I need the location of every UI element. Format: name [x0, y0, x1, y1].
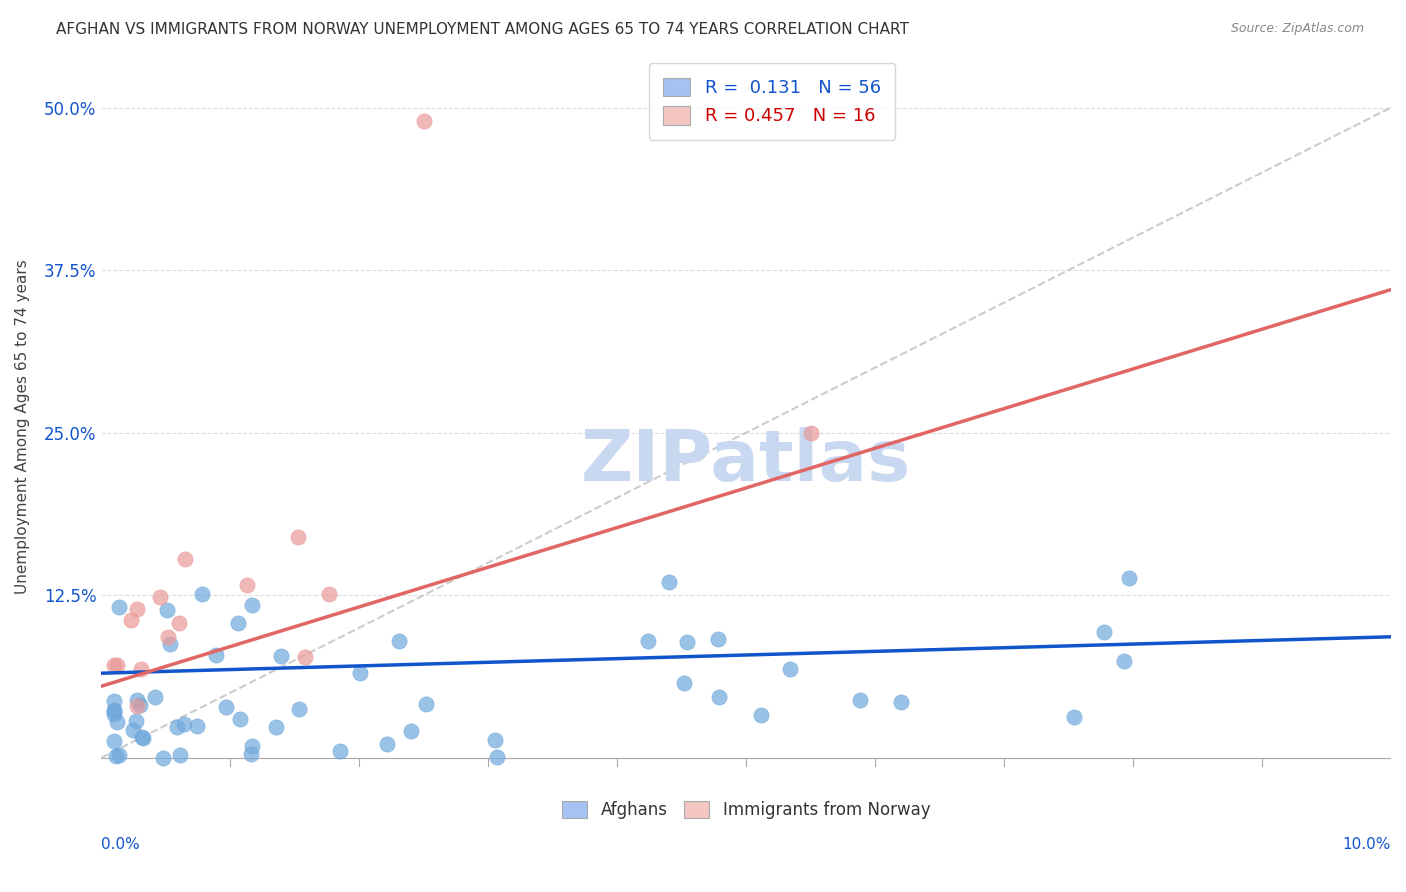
Point — [1092, 625, 1115, 640]
Point — [120, 613, 142, 627]
Point — [103, 706, 125, 721]
Point — [169, 616, 191, 631]
Point — [205, 648, 228, 662]
Point — [125, 693, 148, 707]
Point — [375, 737, 398, 751]
Point — [149, 590, 172, 604]
Point — [169, 748, 191, 763]
Point — [658, 575, 681, 590]
Point — [105, 749, 128, 764]
Point — [166, 720, 188, 734]
Point — [1118, 571, 1140, 585]
Point — [173, 716, 195, 731]
Point — [105, 715, 128, 730]
Point — [132, 731, 155, 745]
Point — [128, 698, 150, 712]
Text: AFGHAN VS IMMIGRANTS FROM NORWAY UNEMPLOYMENT AMONG AGES 65 TO 74 YEARS CORRELAT: AFGHAN VS IMMIGRANTS FROM NORWAY UNEMPLO… — [56, 22, 910, 37]
Point — [890, 695, 912, 709]
Point — [226, 616, 249, 631]
Point — [107, 657, 129, 672]
Point — [749, 708, 772, 723]
Point — [388, 633, 411, 648]
Text: 10.0%: 10.0% — [1343, 837, 1391, 852]
Point — [240, 739, 263, 753]
Point — [239, 747, 262, 761]
Point — [849, 693, 872, 707]
Text: Source: ZipAtlas.com: Source: ZipAtlas.com — [1230, 22, 1364, 36]
Y-axis label: Unemployment Among Ages 65 to 74 years: Unemployment Among Ages 65 to 74 years — [15, 259, 30, 593]
Point — [706, 632, 728, 646]
Point — [156, 603, 179, 617]
Point — [329, 744, 352, 758]
Point — [152, 750, 174, 764]
Point — [288, 702, 311, 716]
Point — [103, 658, 125, 673]
Point — [415, 698, 437, 712]
Point — [129, 662, 152, 676]
Point — [399, 723, 422, 738]
Point — [485, 749, 508, 764]
Point — [125, 714, 148, 728]
Point — [156, 630, 179, 644]
Point — [103, 694, 125, 708]
Point — [676, 634, 699, 648]
Point — [159, 637, 181, 651]
Point — [800, 425, 823, 440]
Point — [637, 633, 659, 648]
Point — [287, 530, 309, 544]
Point — [484, 732, 506, 747]
Point — [779, 662, 801, 676]
Point — [412, 113, 434, 128]
Text: ZIPatlas: ZIPatlas — [581, 427, 911, 496]
Point — [186, 718, 208, 732]
Point — [294, 650, 316, 665]
Point — [127, 698, 149, 713]
Point — [270, 649, 292, 664]
Point — [103, 703, 125, 717]
Point — [1063, 709, 1085, 723]
Point — [236, 578, 259, 592]
Point — [191, 586, 214, 600]
Point — [103, 704, 125, 718]
Point — [143, 690, 166, 704]
Point — [215, 700, 238, 714]
Legend: Afghans, Immigrants from Norway: Afghans, Immigrants from Norway — [555, 794, 936, 825]
Point — [318, 587, 340, 601]
Point — [107, 747, 129, 762]
Point — [672, 675, 695, 690]
Point — [229, 712, 252, 726]
Point — [108, 600, 131, 615]
Point — [264, 720, 287, 734]
Point — [131, 731, 153, 745]
Point — [127, 602, 149, 616]
Point — [103, 734, 125, 748]
Point — [122, 723, 145, 737]
Point — [349, 666, 371, 681]
Point — [240, 599, 263, 613]
Point — [174, 552, 197, 566]
Point — [709, 690, 731, 704]
Point — [1112, 654, 1135, 668]
Text: 0.0%: 0.0% — [101, 837, 141, 852]
